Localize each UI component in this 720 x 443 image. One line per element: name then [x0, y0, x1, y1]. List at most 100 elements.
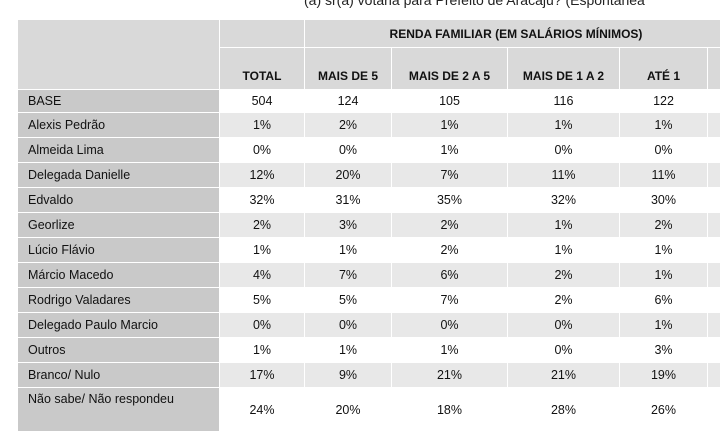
- row-label: Branco/ Nulo: [18, 363, 220, 388]
- extra-cell: [708, 338, 720, 363]
- column-header: MAIS DE 2 A 5: [392, 48, 508, 90]
- row-label: Rodrigo Valadares: [18, 288, 220, 313]
- extra-cell: [708, 163, 720, 188]
- data-cell: 0%: [220, 313, 305, 338]
- data-cell: 20%: [305, 163, 392, 188]
- data-cell: 11%: [620, 163, 708, 188]
- data-cell: 1%: [620, 113, 708, 138]
- data-cell: 122: [620, 90, 708, 113]
- data-cell: 0%: [508, 313, 620, 338]
- data-cell: 28%: [508, 388, 620, 432]
- extra-cell: [708, 213, 720, 238]
- row-label: Delegado Paulo Marcio: [18, 313, 220, 338]
- data-cell: 20%: [305, 388, 392, 432]
- column-header: MAIS DE 5: [305, 48, 392, 90]
- data-cell: 32%: [220, 188, 305, 213]
- row-label: Delegada Danielle: [18, 163, 220, 188]
- data-cell: 19%: [620, 363, 708, 388]
- row-label: Georlize: [18, 213, 220, 238]
- extra-cell: [708, 188, 720, 213]
- data-cell: 0%: [508, 138, 620, 163]
- data-cell: 5%: [220, 288, 305, 313]
- column-header: ATÉ 1: [620, 48, 708, 90]
- extra-cell: [708, 90, 720, 113]
- data-cell: 1%: [220, 113, 305, 138]
- row-label: Edvaldo: [18, 188, 220, 213]
- row-label: BASE: [18, 90, 220, 113]
- header-extra: [708, 48, 720, 90]
- data-cell: 3%: [305, 213, 392, 238]
- extra-cell: [708, 363, 720, 388]
- extra-cell: [708, 263, 720, 288]
- data-cell: 17%: [220, 363, 305, 388]
- header-blank: [220, 20, 305, 48]
- data-cell: 1%: [392, 138, 508, 163]
- data-cell: 105: [392, 90, 508, 113]
- group-header: RENDA FAMILIAR (EM SALÁRIOS MÍNIMOS): [305, 20, 720, 48]
- data-cell: 9%: [305, 363, 392, 388]
- data-cell: 124: [305, 90, 392, 113]
- data-cell: 6%: [392, 263, 508, 288]
- row-label: Márcio Macedo: [18, 263, 220, 288]
- data-cell: 2%: [305, 113, 392, 138]
- row-label: Alexis Pedrão: [18, 113, 220, 138]
- data-cell: 1%: [508, 213, 620, 238]
- data-cell: 2%: [392, 213, 508, 238]
- question-text: (a) sr(a) votaria para Prefeito de Araca…: [304, 0, 645, 8]
- data-cell: 12%: [220, 163, 305, 188]
- data-cell: 0%: [508, 338, 620, 363]
- data-cell: 35%: [392, 188, 508, 213]
- data-cell: 2%: [508, 263, 620, 288]
- data-cell: 1%: [620, 238, 708, 263]
- data-cell: 0%: [620, 138, 708, 163]
- data-cell: 1%: [620, 313, 708, 338]
- extra-cell: [708, 288, 720, 313]
- data-cell: 0%: [220, 138, 305, 163]
- data-cell: 31%: [305, 188, 392, 213]
- data-cell: 7%: [392, 163, 508, 188]
- extra-cell: [708, 388, 720, 432]
- data-cell: 30%: [620, 188, 708, 213]
- data-cell: 1%: [620, 263, 708, 288]
- data-cell: 2%: [220, 213, 305, 238]
- data-cell: 11%: [508, 163, 620, 188]
- data-cell: 2%: [508, 288, 620, 313]
- extra-cell: [708, 313, 720, 338]
- header-corner: [18, 20, 220, 90]
- data-cell: 0%: [305, 313, 392, 338]
- data-cell: 21%: [508, 363, 620, 388]
- data-cell: 504: [220, 90, 305, 113]
- data-cell: 1%: [392, 113, 508, 138]
- row-label: Almeida Lima: [18, 138, 220, 163]
- data-cell: 1%: [508, 238, 620, 263]
- data-cell: 0%: [305, 138, 392, 163]
- data-cell: 7%: [392, 288, 508, 313]
- data-cell: 2%: [620, 213, 708, 238]
- data-cell: 21%: [392, 363, 508, 388]
- data-cell: 3%: [620, 338, 708, 363]
- data-cell: 1%: [220, 238, 305, 263]
- data-cell: 2%: [392, 238, 508, 263]
- data-cell: 4%: [220, 263, 305, 288]
- data-cell: 1%: [305, 338, 392, 363]
- data-cell: 1%: [220, 338, 305, 363]
- data-cell: 32%: [508, 188, 620, 213]
- data-cell: 7%: [305, 263, 392, 288]
- data-cell: 26%: [620, 388, 708, 432]
- row-label: Outros: [18, 338, 220, 363]
- extra-cell: [708, 138, 720, 163]
- extra-cell: [708, 238, 720, 263]
- column-header: TOTAL: [220, 48, 305, 90]
- column-header: MAIS DE 1 A 2: [508, 48, 620, 90]
- data-cell: 5%: [305, 288, 392, 313]
- data-cell: 116: [508, 90, 620, 113]
- data-cell: 1%: [392, 338, 508, 363]
- data-cell: 1%: [305, 238, 392, 263]
- data-cell: 0%: [392, 313, 508, 338]
- extra-cell: [708, 113, 720, 138]
- data-cell: 6%: [620, 288, 708, 313]
- data-cell: 18%: [392, 388, 508, 432]
- data-cell: 24%: [220, 388, 305, 432]
- data-cell: 1%: [508, 113, 620, 138]
